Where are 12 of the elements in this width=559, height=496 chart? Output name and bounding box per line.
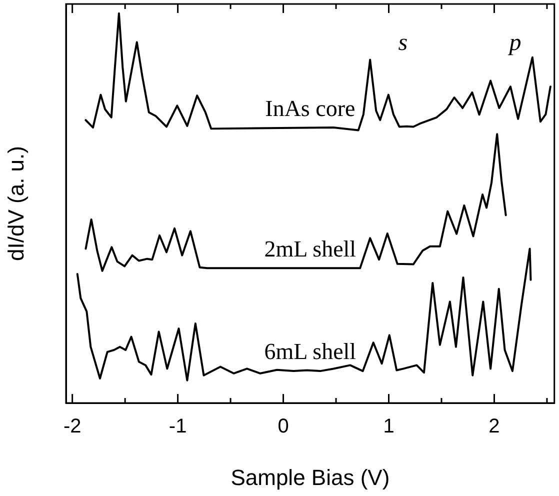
x-tick-label: -1 (168, 416, 187, 438)
x-axis-title: Sample Bias (V) (230, 464, 390, 490)
x-tick-label: 1 (383, 416, 394, 438)
annotation: s (398, 30, 408, 56)
annotation: p (507, 30, 522, 56)
x-tick-label: 0 (278, 416, 289, 438)
series-label: InAs core (265, 96, 356, 122)
series-label: 2mL shell (264, 236, 356, 262)
y-axis-title: dI/dV (a. u.) (3, 146, 28, 261)
series-label: 6mL shell (264, 338, 356, 364)
x-tick-label: 2 (488, 416, 500, 438)
x-tick-label: -2 (63, 416, 82, 438)
